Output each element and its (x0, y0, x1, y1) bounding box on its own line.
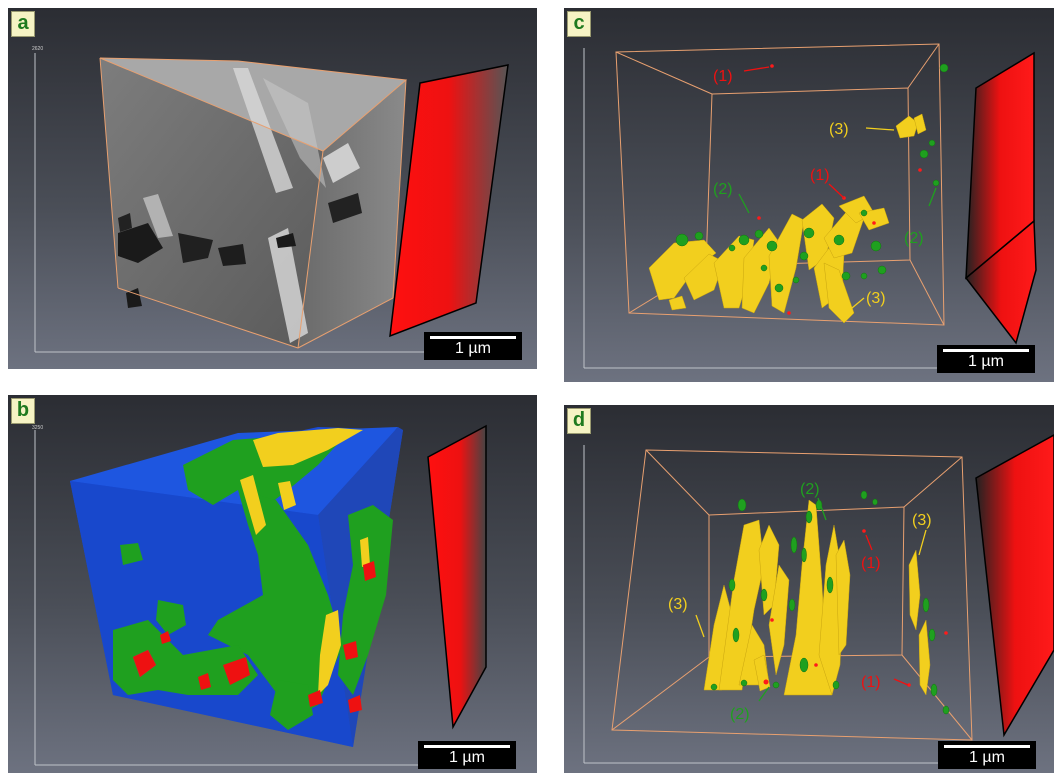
scale-bar: 1 µm (418, 741, 516, 769)
yellow-phase-blobs (648, 113, 927, 324)
red-orientation-plane (975, 434, 1054, 738)
gray-volume-cube (99, 57, 408, 349)
annotation-leaders (738, 66, 937, 314)
panel-c-render: (1) (1) (2) (2) (3) (3) (583, 43, 1037, 369)
panel-a: a 2620 1 µm (8, 8, 537, 369)
yellow-phase-blobs (703, 499, 931, 696)
wireframe-box (611, 449, 973, 741)
red-pores (757, 64, 922, 315)
scale-bar: 1 µm (938, 741, 1036, 769)
annotation-red-1: (1) (713, 68, 733, 85)
red-orientation-plane (427, 424, 487, 730)
scale-bar-label: 1 µm (455, 340, 491, 357)
green-phase-blobs (710, 490, 950, 715)
annotation-leaders (695, 497, 927, 702)
panel-c: (1) (1) (2) (2) (3) (3) c 1 µm (564, 8, 1054, 382)
panel-label: b (11, 398, 35, 424)
panel-a-render (34, 53, 509, 353)
panel-label: a (11, 11, 35, 37)
panel-d: (1) (1) (2) (2) (3) (3) d 1 µm (564, 405, 1054, 773)
axis-max-label: 2620 (32, 46, 44, 52)
annotation-yellow-1: (3) (668, 596, 688, 613)
panel-b-render (34, 424, 487, 766)
annotation-green-2: (2) (904, 230, 924, 247)
red-orientation-plane (389, 64, 509, 338)
annotation-green-1: (2) (800, 481, 820, 498)
scale-bar-label: 1 µm (449, 749, 485, 766)
annotation-yellow-1: (3) (829, 121, 849, 138)
axis-max-label: 3250 (32, 425, 44, 431)
panel-label: c (567, 11, 591, 37)
scale-bar: 1 µm (424, 332, 522, 360)
axis-frame (34, 430, 428, 766)
annotation-green-1: (2) (713, 181, 733, 198)
annotation-red-1: (1) (861, 555, 881, 572)
red-orientation-plane-upper (965, 51, 1035, 280)
panel-label: d (567, 408, 591, 434)
panel-d-render: (1) (1) (2) (2) (3) (3) (583, 434, 1054, 764)
red-pores (763, 529, 948, 687)
scale-bar-label: 1 µm (969, 749, 1005, 766)
annotation-red-2: (1) (810, 167, 830, 184)
green-phase-blobs (675, 63, 949, 293)
panel-b: b 3250 1 µm (8, 395, 537, 773)
annotation-green-2: (2) (730, 706, 750, 723)
axis-frame (34, 53, 428, 353)
annotation-yellow-2: (3) (912, 512, 932, 529)
segmented-volume-cube (70, 427, 403, 747)
annotation-red-2: (1) (861, 674, 881, 691)
axis-frame (583, 445, 944, 764)
scale-bar-label: 1 µm (968, 353, 1004, 370)
annotation-yellow-2: (3) (866, 290, 886, 307)
axis-frame (583, 48, 944, 369)
scale-bar: 1 µm (937, 345, 1035, 373)
